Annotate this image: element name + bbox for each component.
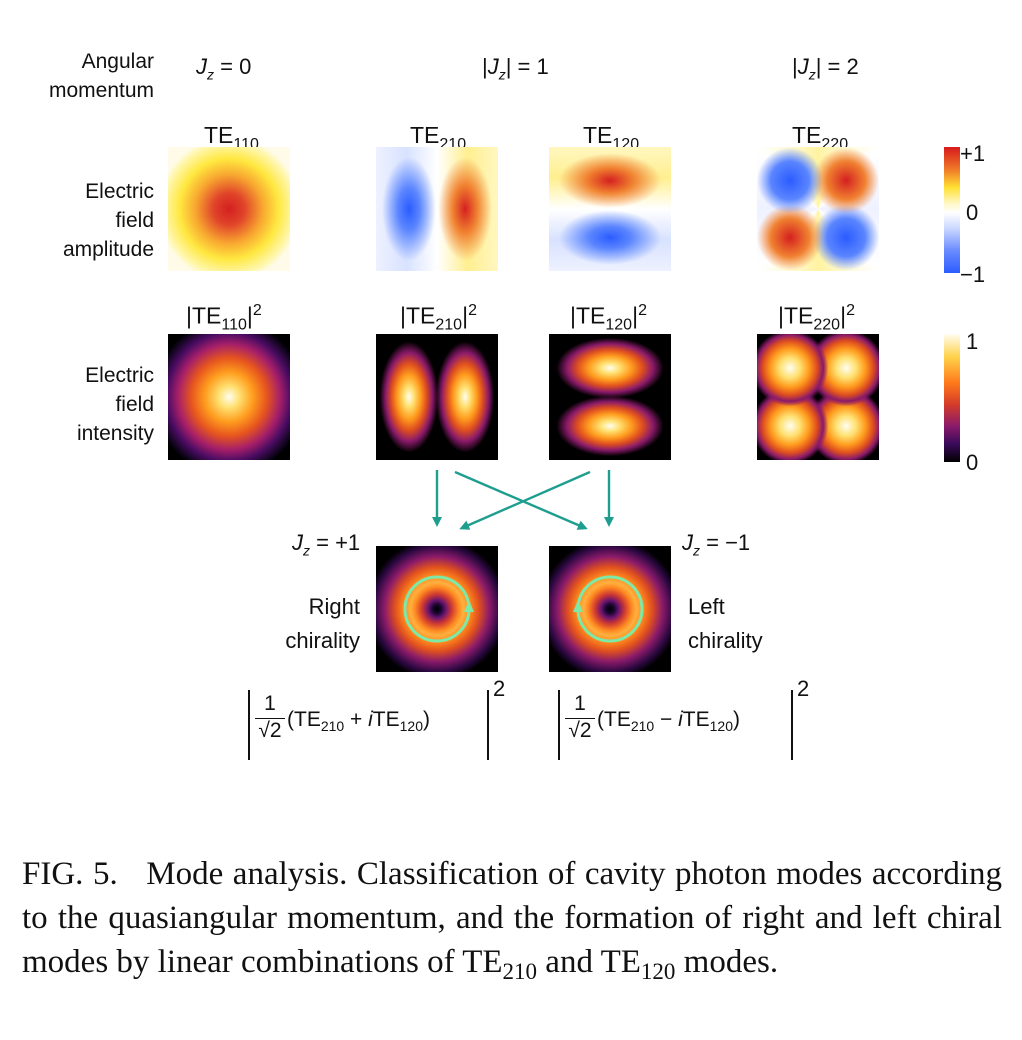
amplitude-map-te110	[168, 147, 290, 271]
label-line: Angular	[81, 50, 154, 73]
arrow-te120-to-right	[459, 470, 591, 530]
chiral-jz-minus-label: Jz = −1	[682, 530, 751, 559]
intensity-map-te220	[757, 334, 879, 460]
intensity-map-te210	[376, 334, 498, 460]
caption-text: and TE	[537, 944, 641, 980]
caption-sub: 120	[640, 959, 676, 984]
figure-caption: FIG. 5. Mode analysis. Classification of…	[22, 852, 1002, 984]
intensity-title-te220: |TE220|2	[778, 302, 855, 334]
caption-fig-number: FIG. 5.	[22, 856, 118, 892]
intensity-colorbar-max: 1	[966, 329, 979, 354]
left-chirality-label: Left chirality	[688, 590, 818, 658]
label-line: Left	[688, 594, 725, 619]
amplitude-colorbar-max: +1	[960, 141, 986, 166]
caption-text: Mode analysis. Classification of cavity …	[22, 856, 1002, 980]
formula-right: 1 √2 (TE210 + iTE120) 2	[243, 676, 513, 764]
label-line: chirality	[688, 628, 763, 653]
amplitude-colorbar	[944, 147, 960, 273]
amplitude-colorbar-mid: 0	[966, 200, 979, 225]
intensity-colorbar-min: 0	[966, 450, 979, 475]
amplitude-colorbar-min: −1	[960, 262, 986, 287]
chiral-map-left	[549, 546, 671, 672]
label-line: intensity	[76, 422, 154, 445]
label-line: chirality	[285, 628, 360, 653]
right-chirality-ring-icon	[403, 575, 471, 643]
label-line: Electric	[85, 364, 154, 387]
intensity-colorbar	[944, 334, 960, 462]
label-line: field	[115, 209, 154, 232]
intensity-map-te120	[549, 334, 671, 460]
fraction-denominator: √2	[258, 719, 282, 742]
header-jz-0: Jz = 0	[196, 54, 252, 83]
label-line: Right	[308, 594, 360, 619]
intensity-title-te210: |TE210|2	[400, 302, 477, 334]
header-jz-1: |Jz| = 1	[482, 54, 549, 83]
formula-left: 1 √2 (TE210 − iTE120) 2	[553, 676, 823, 764]
left-chirality-ring-icon	[576, 575, 644, 643]
amplitude-map-te210	[376, 147, 498, 271]
fraction-numerator: 1	[264, 692, 276, 715]
label-line: amplitude	[62, 238, 154, 261]
arrow-te210-to-left	[454, 470, 588, 530]
fraction-denominator: √2	[568, 719, 592, 742]
label-line: Electric	[85, 180, 154, 203]
fraction-numerator: 1	[574, 692, 586, 715]
amplitude-row-label: Electric field amplitude	[20, 177, 154, 264]
chiral-jz-plus-label: Jz = +1	[292, 530, 361, 559]
angular-momentum-label: Angular momentum	[20, 47, 154, 105]
amplitude-map-te120	[549, 147, 671, 271]
formula-exponent: 2	[797, 676, 810, 701]
intensity-title-te110: |TE110|2	[186, 302, 262, 334]
label-line: momentum	[48, 79, 154, 102]
intensity-title-te120: |TE120|2	[570, 302, 647, 334]
caption-text: modes.	[675, 944, 779, 980]
right-chirality-label: Right chirality	[230, 590, 360, 658]
amplitude-map-te220	[757, 147, 879, 271]
label-line: field	[115, 393, 154, 416]
intensity-map-te110	[168, 334, 290, 460]
intensity-row-label: Electric field intensity	[20, 361, 154, 448]
caption-sub: 210	[502, 959, 538, 984]
header-jz-2: |Jz| = 2	[792, 54, 859, 83]
chiral-map-right	[376, 546, 498, 672]
formula-exponent: 2	[493, 676, 506, 701]
